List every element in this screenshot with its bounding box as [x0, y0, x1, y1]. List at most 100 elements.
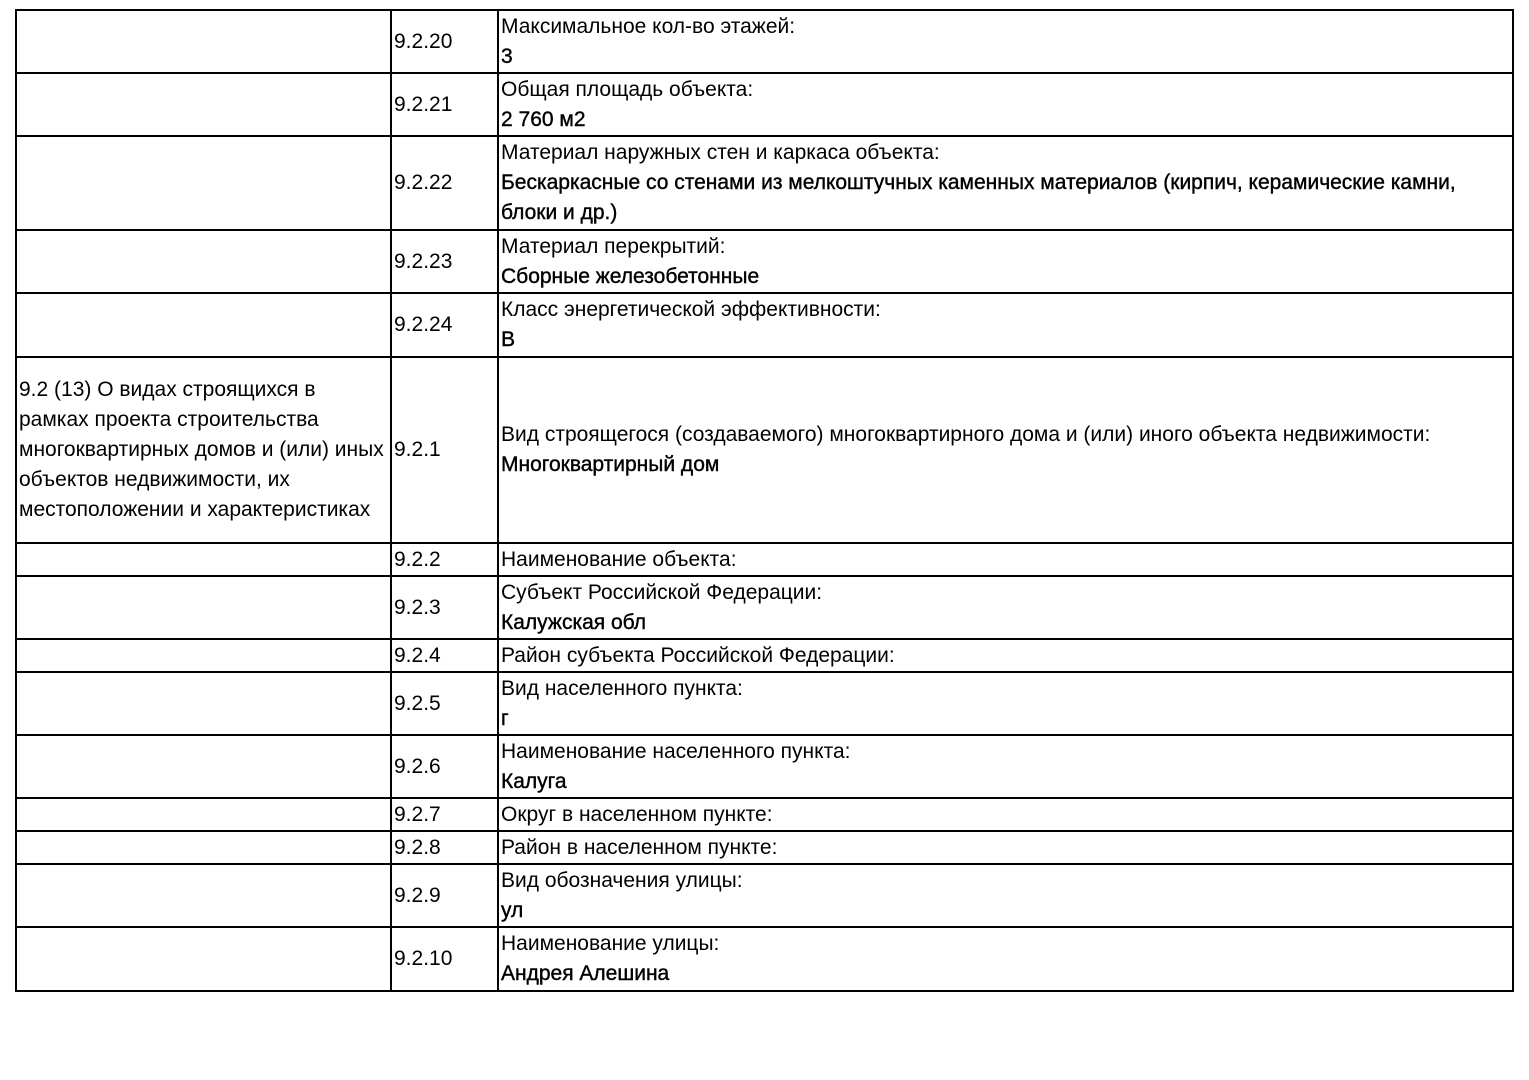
content-cell: Район субъекта Российской Федерации:: [497, 638, 1514, 673]
field-value: 2 760 м2: [501, 107, 586, 131]
table-row: 9.2.21 Общая площадь объекта: 2 760 м2: [15, 72, 1514, 137]
field-label: Наименование улицы:: [501, 932, 720, 955]
content-cell: Субъект Российской Федерации: Калужская о…: [497, 575, 1514, 640]
content-cell: Вид строящегося (создаваемого) многоквар…: [497, 356, 1514, 544]
item-code: 9.2.20: [394, 29, 453, 53]
item-code: 9.2.1: [394, 438, 441, 461]
item-code: 9.2.24: [394, 313, 453, 336]
field-label: Материал наружных стен и каркаса объекта…: [501, 141, 940, 164]
code-cell: 9.2.6: [390, 734, 499, 799]
field-value: Сборные железобетонные: [501, 264, 760, 288]
code-cell: 9.2.22: [390, 135, 499, 231]
section-cell: [15, 292, 392, 358]
content-cell: Вид населенного пункта: г: [497, 671, 1514, 736]
table-row: 9.2 (13) О видах строящихся в рамках про…: [15, 356, 1514, 544]
field-value: Калужская обл: [501, 610, 647, 634]
content-cell: Вид обозначения улицы: ул: [497, 863, 1514, 928]
section-cell: [15, 926, 392, 992]
section-text: 9.2 (13) О видах строящихся в рамках про…: [19, 378, 384, 521]
section-cell: [15, 9, 392, 74]
table-row: 9.2.7 Округ в населенном пункте:: [15, 797, 1514, 832]
item-code: 9.2.8: [394, 835, 441, 859]
code-cell: 9.2.5: [390, 671, 499, 736]
section-cell: [15, 229, 392, 294]
field-label: Район субъекта Российской Федерации:: [501, 643, 895, 667]
field-label: Максимальное кол-во этажей:: [501, 14, 796, 38]
code-cell: 9.2.2: [390, 542, 499, 577]
field-value: Калуга: [501, 769, 567, 793]
section-cell: [15, 863, 392, 928]
section-cell: [15, 638, 392, 673]
item-code: 9.2.9: [394, 883, 441, 907]
code-cell: 9.2.8: [390, 830, 499, 865]
content-cell: Общая площадь объекта: 2 760 м2: [497, 72, 1514, 137]
table-row: 9.2.22 Материал наружных стен и каркаса …: [15, 135, 1514, 231]
section-cell: [15, 830, 392, 865]
content-cell: Округ в населенном пункте:: [497, 797, 1514, 832]
content-cell: Материал перекрытий: Сборные железобетонн…: [497, 229, 1514, 294]
content-cell: Класс энергетической эффективности: В: [497, 292, 1514, 358]
code-cell: 9.2.9: [390, 863, 499, 928]
code-cell: 9.2.24: [390, 292, 499, 358]
table-row: 9.2.4 Район субъекта Российской Федераци…: [15, 638, 1514, 673]
table-row: 9.2.8 Район в населенном пункте:: [15, 830, 1514, 865]
section-cell: [15, 797, 392, 832]
field-label: Район в населенном пункте:: [501, 835, 778, 859]
table-row: 9.2.20 Максимальное кол-во этажей: 3: [15, 9, 1514, 74]
table-row: 9.2.5 Вид населенного пункта: г: [15, 671, 1514, 736]
item-code: 9.2.21: [394, 92, 453, 116]
field-value: ул: [501, 898, 524, 922]
field-label: Общая площадь объекта:: [501, 77, 754, 101]
field-value: 3: [501, 44, 513, 68]
field-value: Многоквартирный дом: [501, 453, 720, 476]
item-code: 9.2.10: [394, 947, 453, 970]
field-label: Субъект Российской Федерации:: [501, 580, 823, 604]
table-row: 9.2.24 Класс энергетической эффективност…: [15, 292, 1514, 358]
item-code: 9.2.7: [394, 802, 441, 826]
field-value: Бескаркасные со стенами из мелкоштучных …: [501, 171, 1456, 224]
field-label: Округ в населенном пункте:: [501, 802, 773, 826]
field-label: Материал перекрытий:: [501, 234, 726, 258]
section-cell: [15, 135, 392, 231]
content-cell: Материал наружных стен и каркаса объекта…: [497, 135, 1514, 231]
code-cell: 9.2.3: [390, 575, 499, 640]
table-row: 9.2.9 Вид обозначения улицы: ул: [15, 863, 1514, 928]
content-cell: Район в населенном пункте:: [497, 830, 1514, 865]
field-value: г: [501, 706, 509, 730]
code-cell: 9.2.23: [390, 229, 499, 294]
code-cell: 9.2.10: [390, 926, 499, 992]
table-row: 9.2.2 Наименование объекта:: [15, 542, 1514, 577]
content-cell: Наименование объекта:: [497, 542, 1514, 577]
content-cell: Наименование населенного пункта: Калуга: [497, 734, 1514, 799]
section-cell: [15, 734, 392, 799]
item-code: 9.2.22: [394, 171, 453, 194]
content-cell: Максимальное кол-во этажей: 3: [497, 9, 1514, 74]
section-cell: [15, 72, 392, 137]
table-row: 9.2.6 Наименование населенного пункта: Ка…: [15, 734, 1514, 799]
field-label: Вид строящегося (создаваемого) многоквар…: [501, 423, 1431, 446]
field-label: Вид населенного пункта:: [501, 676, 743, 700]
content-cell: Наименование улицы: Андрея Алешина: [497, 926, 1514, 992]
field-label: Наименование объекта:: [501, 547, 737, 571]
section-cell: 9.2 (13) О видах строящихся в рамках про…: [15, 356, 392, 544]
table-row: 9.2.10 Наименование улицы: Андрея Алешина: [15, 926, 1514, 992]
item-code: 9.2.23: [394, 249, 453, 273]
item-code: 9.2.3: [394, 595, 441, 619]
code-cell: 9.2.4: [390, 638, 499, 673]
field-value: Андрея Алешина: [501, 962, 670, 985]
item-code: 9.2.4: [394, 643, 441, 667]
field-label: Наименование населенного пункта:: [501, 739, 851, 763]
code-cell: 9.2.20: [390, 9, 499, 74]
item-code: 9.2.6: [394, 754, 441, 778]
document-table: 9.2.20 Максимальное кол-во этажей: 3 9.2.…: [15, 9, 1514, 992]
field-label: Вид обозначения улицы:: [501, 868, 743, 892]
table-row: 9.2.3 Субъект Российской Федерации: Калуж…: [15, 575, 1514, 640]
item-code: 9.2.2: [394, 547, 441, 571]
table-row: 9.2.23 Материал перекрытий: Сборные желез…: [15, 229, 1514, 294]
code-cell: 9.2.1: [390, 356, 499, 544]
section-cell: [15, 671, 392, 736]
field-value: В: [501, 328, 516, 351]
section-cell: [15, 575, 392, 640]
item-code: 9.2.5: [394, 691, 441, 715]
code-cell: 9.2.7: [390, 797, 499, 832]
